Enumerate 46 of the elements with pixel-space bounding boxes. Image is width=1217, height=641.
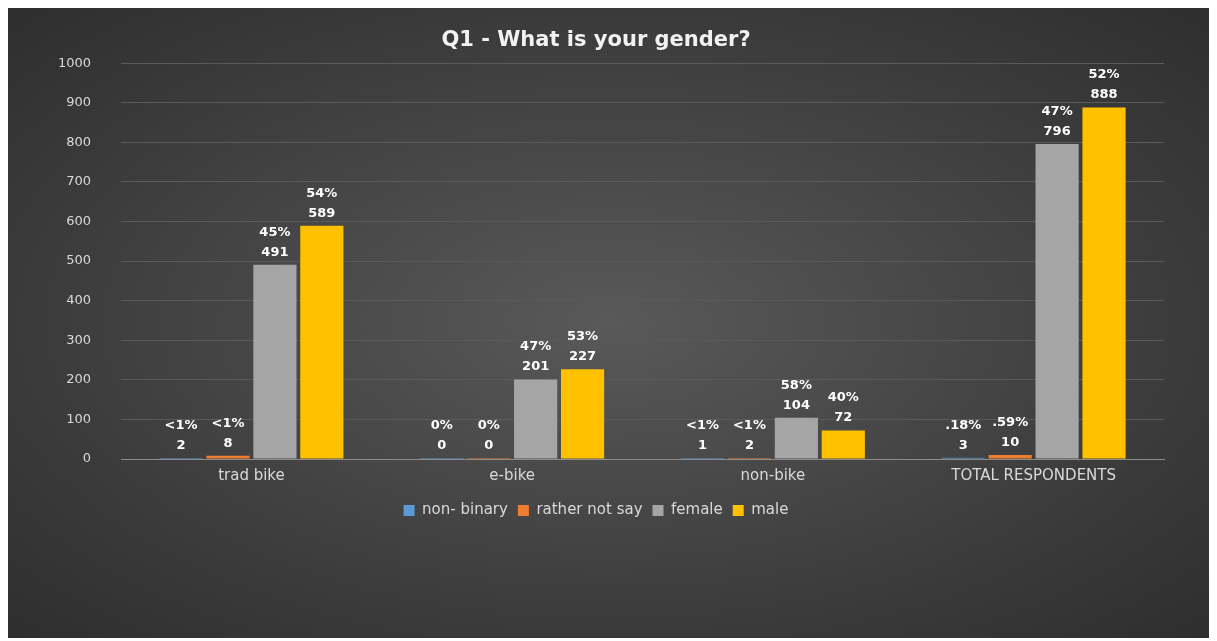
data-label: <1% 2	[164, 416, 198, 452]
data-label: 45% 491	[259, 223, 291, 259]
x-tick-label: TOTAL RESPONDENTS	[950, 465, 1117, 484]
chart-title: Q1 - What is your gender?	[441, 27, 751, 52]
legend-label: rather not say	[536, 500, 643, 519]
bar	[774, 417, 818, 459]
data-label: 40% 72	[827, 389, 859, 425]
data-label: 47% 796	[1041, 102, 1073, 138]
y-tick-label: 100	[66, 410, 92, 426]
bar	[821, 430, 865, 459]
data-label: 0% 0	[477, 416, 500, 452]
x-tick-label: non-bike	[740, 465, 806, 484]
bar	[253, 264, 297, 459]
data-label: 58% 104	[780, 376, 812, 412]
y-tick-label: 600	[66, 212, 92, 228]
bar	[514, 379, 558, 459]
data-label: <1% 2	[732, 416, 766, 452]
legend-label: non- binary	[422, 500, 509, 519]
data-label: 52% 888	[1088, 66, 1120, 102]
y-tick-label: 800	[66, 133, 92, 149]
data-label: 54% 589	[306, 184, 338, 220]
x-tick-label: e-bike	[489, 465, 536, 484]
data-label: 47% 201	[520, 338, 552, 374]
y-tick-label: 500	[66, 252, 92, 268]
data-label: 0% 0	[430, 416, 453, 452]
data-label: .59% 10	[992, 413, 1029, 449]
bar	[560, 369, 605, 459]
legend-label: male	[751, 500, 789, 519]
data-label: <1% 1	[686, 416, 719, 452]
y-tick-label: 0	[82, 450, 92, 466]
legend-label: female	[671, 500, 723, 519]
data-label: 53% 227	[567, 328, 599, 364]
bar	[300, 225, 344, 459]
bar	[988, 455, 1032, 459]
data-label: .18% 3	[945, 416, 982, 452]
bar	[206, 455, 250, 459]
y-tick-label: 700	[66, 173, 92, 189]
y-tick-label: 900	[66, 94, 92, 110]
x-tick-label: trad bike	[218, 465, 285, 484]
data-label: <1% 8	[211, 414, 245, 450]
bar	[1082, 107, 1126, 459]
y-tick-label: 200	[66, 371, 92, 387]
bar	[1035, 143, 1079, 459]
y-tick-label: 1000	[57, 54, 92, 70]
y-tick-label: 300	[66, 331, 92, 347]
y-tick-label: 400	[66, 292, 92, 308]
